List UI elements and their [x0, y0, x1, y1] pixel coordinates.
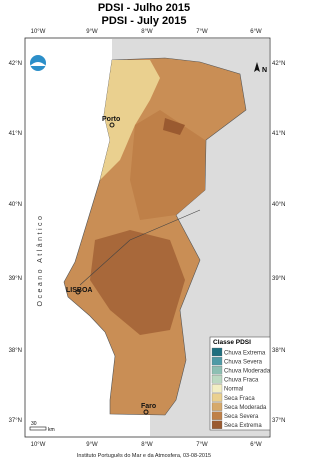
- y-label: 41°N: [272, 131, 285, 137]
- legend-label: Chuva Fraca: [224, 378, 259, 384]
- x-label: 10°W: [31, 29, 46, 35]
- map-page: PDSI - Julho 2015 PDSI - July 2015 10°W …: [9, 2, 286, 459]
- legend-swatch: [211, 347, 223, 357]
- legend-label: Seca Moderada: [224, 405, 267, 411]
- city-dot: [109, 122, 115, 128]
- legend-label: Normal: [224, 387, 243, 393]
- y-label: 41°N: [9, 131, 22, 137]
- x-label: 7°W: [196, 442, 208, 448]
- city-dot: [143, 409, 149, 415]
- x-label: 8°W: [141, 442, 153, 448]
- place-label: Porto: [102, 116, 120, 123]
- legend-label: Chuva Severa: [224, 359, 263, 365]
- ocean-label: Oceano Atlântico: [37, 214, 44, 307]
- central-region: [130, 110, 205, 220]
- legend-swatch: [211, 420, 223, 429]
- y-label: 42°N: [272, 61, 285, 67]
- x-label: 6°W: [250, 29, 262, 35]
- x-label: 10°W: [31, 442, 46, 448]
- y-label: 37°N: [9, 418, 22, 424]
- x-label: 7°W: [196, 29, 208, 35]
- north-label: N: [262, 67, 267, 74]
- north-arrow: [254, 62, 260, 72]
- y-label: 40°N: [9, 202, 22, 208]
- x-label: 9°W: [86, 29, 98, 35]
- legend-label: Seca Severa: [224, 414, 259, 420]
- legend-swatch: [211, 402, 223, 411]
- city-dot: [75, 289, 81, 295]
- legend-swatch: [211, 375, 223, 384]
- legend-swatch: [211, 356, 223, 366]
- place-label: Faro: [141, 403, 156, 410]
- hotspot: [163, 118, 185, 135]
- south-region: [90, 230, 185, 335]
- footer: Instituto Português do Mar e da Atmosfer…: [77, 453, 211, 459]
- y-label: 38°N: [9, 348, 22, 354]
- x-label: 9°W: [86, 442, 98, 448]
- legend: Classe PDSI Chuva Extrema Chuva Severa Chu…: [209, 336, 271, 431]
- legend-swatch: [211, 366, 223, 375]
- x-label: 8°W: [141, 29, 153, 35]
- y-label: 38°N: [272, 348, 285, 354]
- border-line: [79, 209, 201, 286]
- legend-label: Chuva Moderada: [224, 369, 271, 375]
- galicia: [112, 39, 150, 60]
- light-region: [100, 60, 160, 180]
- x-label: 6°W: [250, 442, 262, 448]
- legend-title: Classe PDSI: [213, 339, 251, 346]
- legend-label: Seca Extrema: [224, 423, 262, 429]
- legend-swatch: [211, 384, 223, 393]
- legend-label: Seca Fraca: [224, 396, 255, 402]
- legend-swatch: [211, 393, 223, 402]
- scale-bar: [29, 426, 47, 431]
- legend-swatch: [211, 411, 223, 420]
- y-label: 40°N: [272, 202, 285, 208]
- legend-label: Chuva Extrema: [224, 350, 266, 356]
- y-label: 39°N: [272, 276, 285, 282]
- place-label: LISBOA: [66, 287, 92, 294]
- logo: [30, 55, 46, 71]
- y-label: 42°N: [9, 61, 22, 67]
- y-label: 39°N: [9, 276, 22, 282]
- subtitle: PDSI - July 2015: [102, 15, 187, 27]
- title: PDSI - Julho 2015: [98, 2, 190, 14]
- y-label: 37°N: [272, 418, 285, 424]
- scale-unit: km: [48, 427, 55, 433]
- scale-label: 30: [31, 421, 37, 427]
